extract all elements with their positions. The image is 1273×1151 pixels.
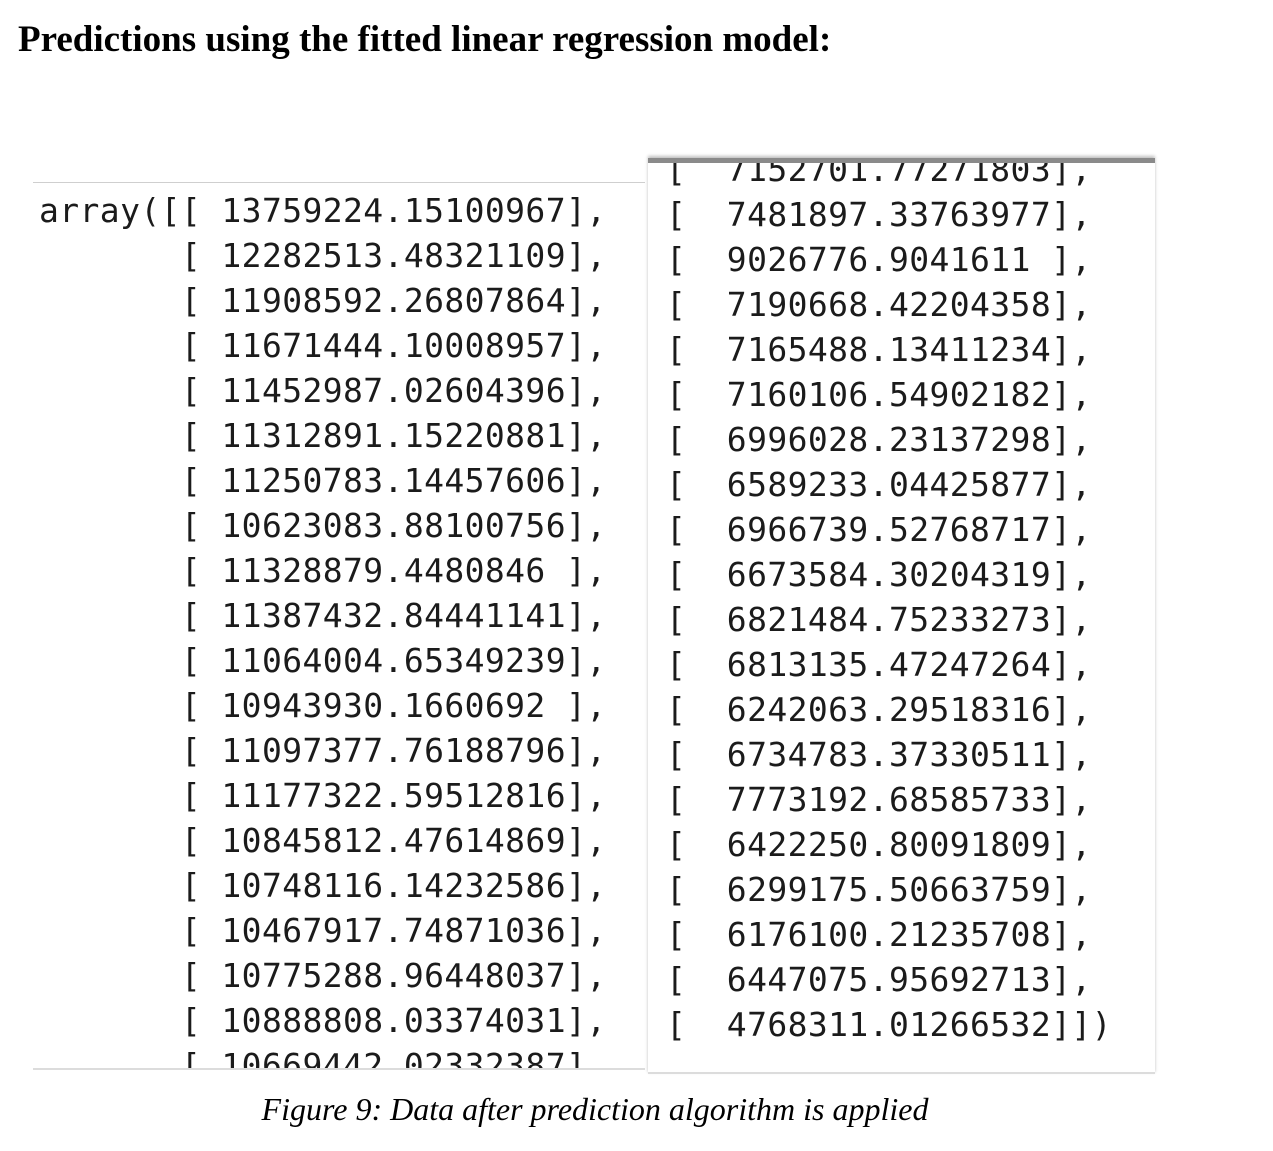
array-line: [ 10943930.1660692 ], (39, 686, 607, 725)
array-line: [ 7152701.77271803], (666, 158, 1092, 189)
array-line: [ 6673584.30204319], (666, 555, 1092, 594)
array-line: [ 6734783.37330511], (666, 735, 1092, 774)
array-line: [ 7165488.13411234], (666, 330, 1092, 369)
array-line: [ 6299175.50663759], (666, 870, 1092, 909)
array-line: [ 9026776.9041611 ], (666, 240, 1092, 279)
output-panel-right: [ 7152701.77271803], [ 7481897.33763977]… (648, 158, 1155, 1074)
array-line: [ 11097377.76188796], (39, 731, 607, 770)
array-line: [ 10888808.03374031], (39, 1001, 607, 1040)
array-line: [ 6821484.75233273], (666, 600, 1092, 639)
array-line: [ 7190668.42204358], (666, 285, 1092, 324)
array-line: [ 6447075.95692713], (666, 960, 1092, 999)
array-line: [ 6996028.23137298], (666, 420, 1092, 459)
array-line: [ 11452987.02604396], (39, 371, 607, 410)
array-line: [ 11387432.84441141], (39, 596, 607, 635)
prediction-output-figure: array([[ 13759224.15100967], [ 12282513.… (33, 158, 1155, 1074)
array-line: [ 11312891.15220881], (39, 416, 607, 455)
array-line: [ 6589233.04425877], (666, 465, 1092, 504)
page-heading: Predictions using the fitted linear regr… (18, 19, 832, 60)
array-line: [ 6422250.80091809], (666, 825, 1092, 864)
array-line: [ 6813135.47247264], (666, 645, 1092, 684)
array-line: [ 11908592.26807864], (39, 281, 607, 320)
array-line: [ 4768311.01266532]]) (666, 1005, 1112, 1044)
array-line: [ 11064004.65349239], (39, 641, 607, 680)
array-line: [ 10623083.88100756], (39, 506, 607, 545)
array-line: [ 11328879.4480846 ], (39, 551, 607, 590)
figure-caption: Figure 9: Data after prediction algorith… (261, 1091, 929, 1127)
array-line: [ 10845812.47614869], (39, 821, 607, 860)
output-panel-left: array([[ 13759224.15100967], [ 12282513.… (33, 182, 645, 1070)
array-line: [ 6966739.52768717], (666, 510, 1092, 549)
array-line: [ 11250783.14457606], (39, 461, 607, 500)
array-line: [ 6242063.29518316], (666, 690, 1092, 729)
array-line: [ 11671444.10008957], (39, 326, 607, 365)
array-line: [ 10467917.74871036], (39, 911, 607, 950)
array-line: [ 12282513.48321109], (39, 236, 607, 275)
array-line: [ 10669442.02332387], (39, 1046, 607, 1070)
array-line: [ 7481897.33763977], (666, 195, 1092, 234)
array-line: [ 7160106.54902182], (666, 375, 1092, 414)
array-line: array([[ 13759224.15100967], (39, 191, 607, 230)
array-line: [ 10748116.14232586], (39, 866, 607, 905)
array-line: [ 10775288.96448037], (39, 956, 607, 995)
array-line: [ 6176100.21235708], (666, 915, 1092, 954)
array-line: [ 11177322.59512816], (39, 776, 607, 815)
array-line: [ 7773192.68585733], (666, 780, 1092, 819)
